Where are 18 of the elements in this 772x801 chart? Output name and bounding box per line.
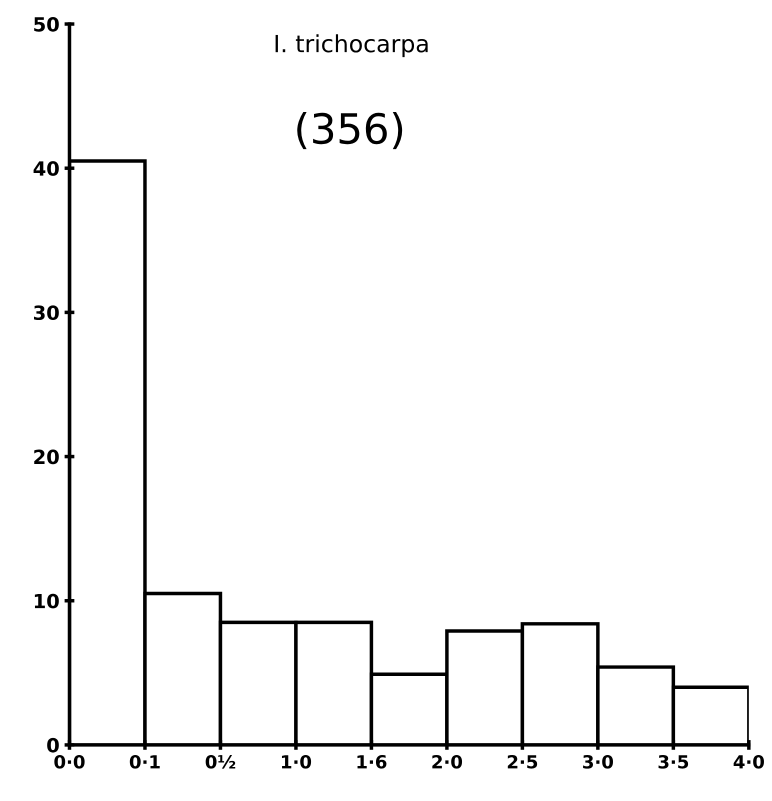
x-tick-label: 0·0 bbox=[54, 754, 85, 769]
x-tick-label: 1·0 bbox=[282, 754, 312, 769]
x-tick-label: 2·5 bbox=[508, 754, 538, 769]
y-tick-label: 30 bbox=[34, 305, 59, 320]
annotation: (356) bbox=[297, 112, 402, 150]
y-tick-label: 40 bbox=[34, 161, 59, 176]
x-tick-label: 2·0 bbox=[432, 754, 462, 769]
x-tick-label: 3·0 bbox=[583, 754, 613, 769]
y-tick-label: 10 bbox=[34, 594, 59, 608]
x-tick-label: 4·0 bbox=[734, 754, 764, 769]
y-tick-label: 20 bbox=[34, 450, 59, 464]
y-tick-label: 0 bbox=[47, 738, 59, 753]
y-tick-label: 50 bbox=[34, 16, 59, 32]
x-tick-label: 0½ bbox=[206, 754, 236, 769]
x-tick-label: 3·5 bbox=[658, 754, 688, 769]
chart-title: I. trichocarpa bbox=[276, 34, 428, 58]
x-tick-label: 1·6 bbox=[357, 754, 386, 769]
x-tick-label: 0·1 bbox=[130, 754, 160, 769]
